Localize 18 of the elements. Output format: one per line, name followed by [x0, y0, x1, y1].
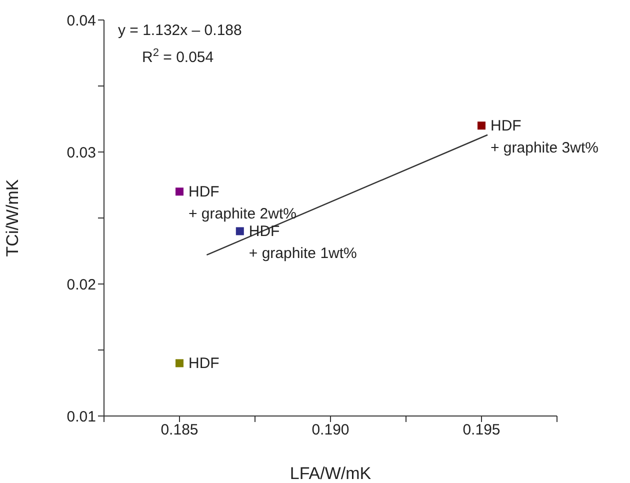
series-label: HDF + graphite 3wt% — [490, 118, 598, 157]
y-tick-label: 0.04 — [66, 12, 96, 30]
series-label: HDF + graphite 2wt% — [188, 184, 296, 223]
x-tick-label: 0.195 — [462, 422, 500, 439]
annotation: y = 1.132x – 0.188 — [118, 22, 242, 39]
point — [236, 227, 244, 236]
y-tick-label: 0.01 — [66, 408, 96, 426]
x-tick-label: 0.185 — [160, 422, 198, 439]
y-axis-title: TCi/W/mK — [3, 178, 22, 257]
y-tick-label: 0.03 — [66, 144, 96, 162]
y-tick-label: 0.02 — [66, 276, 96, 294]
x-tick-label: 0.190 — [312, 422, 350, 439]
point — [176, 359, 184, 368]
point — [478, 122, 486, 130]
x-axis-title: LFA/W/mK — [290, 464, 372, 483]
point — [176, 188, 184, 196]
annotation: R$^{2}$ = 0.054 — [142, 47, 214, 66]
series-label: HDF — [188, 355, 220, 372]
